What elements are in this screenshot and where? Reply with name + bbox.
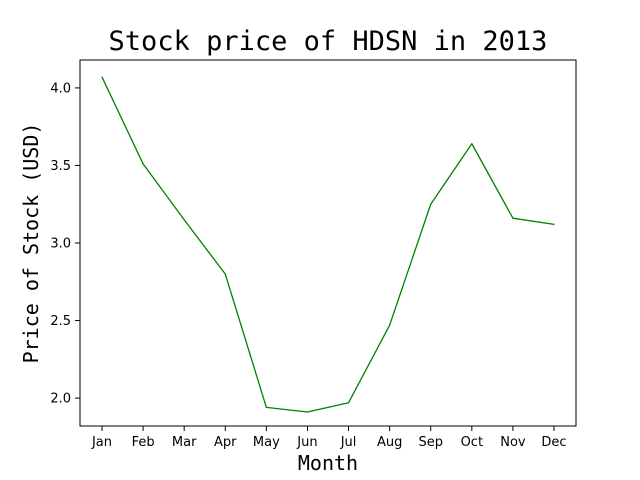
y-tick-label: 2.5	[50, 314, 71, 329]
y-tick-label: 4.0	[50, 81, 71, 96]
y-axis-label: Price of Stock (USD)	[19, 123, 43, 364]
data-point-feb	[142, 163, 144, 165]
plot-frame	[79, 59, 577, 427]
x-tick-label: Jul	[340, 435, 357, 450]
x-tick-label: Jan	[91, 435, 112, 450]
data-point-apr	[224, 273, 226, 275]
data-point-aug	[389, 324, 391, 326]
x-tick-label: Oct	[461, 435, 483, 450]
x-tick-label: Jun	[296, 435, 317, 450]
x-tick-label: Mar	[172, 435, 197, 450]
data-point-jan	[101, 76, 103, 78]
x-axis-label: Month	[298, 451, 358, 475]
x-tick-label: May	[253, 435, 280, 450]
x-tick-label: Feb	[132, 435, 155, 450]
data-point-jun	[306, 411, 309, 413]
y-tick-label: 3.5	[50, 159, 71, 174]
y-tick-label: 2.0	[50, 392, 71, 407]
x-tick-label: Aug	[377, 435, 402, 450]
y-axis: 2.0 2.5 3.0 3.5 4.0	[50, 81, 80, 407]
data-point-jul	[347, 402, 350, 404]
data-point-sep	[430, 203, 432, 205]
x-tick-label: Nov	[500, 435, 526, 450]
series-line	[101, 76, 555, 413]
data-point-dec	[553, 223, 555, 225]
data-point-mar	[183, 219, 185, 221]
data-point-oct	[471, 143, 473, 145]
plot-area: 2.0 2.5 3.0 3.5 4.0 Jan Feb Mar Apr May Jun Jul Aug…	[50, 59, 577, 450]
y-tick-label: 3.0	[50, 237, 71, 252]
x-axis: Jan Feb Mar Apr May Jun Jul Aug Sep Oct Nov Dec	[91, 426, 567, 450]
x-tick-label: Apr	[214, 435, 237, 450]
x-tick-label: Sep	[418, 435, 443, 450]
x-tick-label: Dec	[541, 435, 566, 450]
data-point-may	[265, 406, 267, 408]
data-point-nov	[512, 217, 514, 219]
series-group	[101, 76, 555, 413]
chart-title: Stock price of HDSN in 2013	[109, 26, 548, 57]
